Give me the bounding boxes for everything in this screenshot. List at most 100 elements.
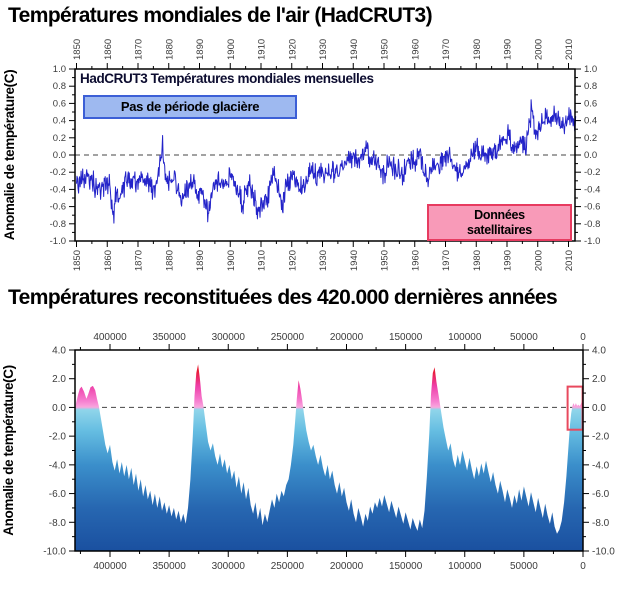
svg-text:0.8: 0.8 xyxy=(53,81,66,92)
svg-text:300000: 300000 xyxy=(212,332,246,343)
svg-text:350000: 350000 xyxy=(152,561,186,572)
svg-text:1.0: 1.0 xyxy=(53,64,66,75)
svg-text:1850: 1850 xyxy=(72,39,83,60)
svg-text:400000: 400000 xyxy=(93,561,127,572)
svg-text:-8.0: -8.0 xyxy=(49,518,67,529)
icecore-chart-svg: -10.0 -10.0 -8.0 -8.0 -6.0 -6.0 -4.0 -4.0 -2.0 -2… xyxy=(1,332,615,572)
svg-text:2010: 2010 xyxy=(564,39,575,60)
satellite-data-line2: satellitaires xyxy=(467,223,532,237)
svg-text:-2.0: -2.0 xyxy=(592,432,610,443)
svg-text:1910: 1910 xyxy=(257,39,268,60)
svg-text:200000: 200000 xyxy=(330,561,364,572)
svg-text:1890: 1890 xyxy=(195,39,206,60)
svg-text:1900: 1900 xyxy=(226,250,237,271)
svg-text:1990: 1990 xyxy=(503,39,514,60)
svg-text:1880: 1880 xyxy=(164,39,175,60)
svg-text:1890: 1890 xyxy=(195,250,206,271)
svg-text:1880: 1880 xyxy=(164,250,175,271)
svg-text:2010: 2010 xyxy=(564,250,575,271)
svg-text:300000: 300000 xyxy=(212,561,246,572)
svg-text:150000: 150000 xyxy=(389,332,423,343)
svg-text:-0.6: -0.6 xyxy=(584,202,600,213)
svg-text:1950: 1950 xyxy=(380,39,391,60)
svg-text:0.8: 0.8 xyxy=(584,81,597,92)
svg-text:1960: 1960 xyxy=(410,250,421,271)
svg-text:1870: 1870 xyxy=(134,250,145,271)
svg-text:150000: 150000 xyxy=(389,561,423,572)
svg-text:1930: 1930 xyxy=(318,39,329,60)
svg-text:100000: 100000 xyxy=(448,332,482,343)
hadcrut3-chart-svg: -1.0 -1.0 -0.8 -0.8 -0.6 -0.6 -0.4 -0.4 -0.2 -0.2… xyxy=(2,39,600,271)
icecore-chart-title: Températures reconstituées des 420.000 d… xyxy=(8,286,558,309)
svg-text:-0.2: -0.2 xyxy=(584,167,600,178)
svg-text:0.0: 0.0 xyxy=(52,403,66,414)
svg-text:1910: 1910 xyxy=(257,250,268,271)
svg-text:250000: 250000 xyxy=(271,332,305,343)
svg-text:350000: 350000 xyxy=(152,332,186,343)
hadcrut3-series-label: HadCRUT3 Températures mondiales mensuell… xyxy=(80,71,374,86)
svg-text:1950: 1950 xyxy=(380,250,391,271)
svg-text:0: 0 xyxy=(580,332,586,343)
svg-text:1960: 1960 xyxy=(410,39,421,60)
svg-text:2000: 2000 xyxy=(533,250,544,271)
svg-text:2.0: 2.0 xyxy=(52,374,66,385)
svg-text:2.0: 2.0 xyxy=(592,374,606,385)
svg-text:-6.0: -6.0 xyxy=(49,489,67,500)
svg-text:1850: 1850 xyxy=(72,250,83,271)
svg-text:1.0: 1.0 xyxy=(584,64,597,75)
svg-text:50000: 50000 xyxy=(510,332,538,343)
svg-text:-0.2: -0.2 xyxy=(50,167,66,178)
svg-text:1980: 1980 xyxy=(472,250,483,271)
svg-text:1860: 1860 xyxy=(103,39,114,60)
svg-text:1900: 1900 xyxy=(226,39,237,60)
satellite-data-line1: Données xyxy=(474,208,525,222)
svg-text:0.4: 0.4 xyxy=(584,116,597,127)
svg-text:-4.0: -4.0 xyxy=(592,460,610,471)
svg-text:250000: 250000 xyxy=(271,561,305,572)
svg-text:-0.8: -0.8 xyxy=(50,219,66,230)
svg-text:400000: 400000 xyxy=(93,332,127,343)
svg-text:0.6: 0.6 xyxy=(584,98,597,109)
svg-text:1930: 1930 xyxy=(318,250,329,271)
svg-text:-1.0: -1.0 xyxy=(50,236,66,247)
svg-text:4.0: 4.0 xyxy=(52,346,66,357)
svg-text:0.2: 0.2 xyxy=(584,133,597,144)
svg-text:-0.4: -0.4 xyxy=(50,184,66,195)
svg-text:-1.0: -1.0 xyxy=(584,236,600,247)
svg-text:1860: 1860 xyxy=(103,250,114,271)
svg-text:0.0: 0.0 xyxy=(592,403,606,414)
svg-text:-8.0: -8.0 xyxy=(592,518,610,529)
no-ice-age-annotation-box: Pas de période glacière xyxy=(83,95,297,119)
satellite-data-annotation-box: Données satellitaires xyxy=(427,204,572,241)
svg-text:100000: 100000 xyxy=(448,561,482,572)
svg-text:1920: 1920 xyxy=(287,250,298,271)
svg-text:-10.0: -10.0 xyxy=(592,547,615,558)
svg-text:-0.4: -0.4 xyxy=(584,184,600,195)
svg-text:1990: 1990 xyxy=(503,250,514,271)
hadcrut3-chart-title: Températures mondiales de l'air (HadCRUT… xyxy=(8,4,433,27)
svg-text:-10.0: -10.0 xyxy=(43,547,66,558)
svg-text:1970: 1970 xyxy=(441,39,452,60)
svg-text:-4.0: -4.0 xyxy=(49,460,67,471)
svg-text:Anomalie de température(C): Anomalie de température(C) xyxy=(1,365,16,535)
svg-text:0.6: 0.6 xyxy=(53,98,66,109)
svg-text:0.0: 0.0 xyxy=(584,150,597,161)
svg-text:200000: 200000 xyxy=(330,332,364,343)
svg-text:4.0: 4.0 xyxy=(592,346,606,357)
svg-text:1870: 1870 xyxy=(134,39,145,60)
svg-text:50000: 50000 xyxy=(510,561,538,572)
svg-text:1970: 1970 xyxy=(441,250,452,271)
svg-text:2000: 2000 xyxy=(533,39,544,60)
svg-text:1980: 1980 xyxy=(472,39,483,60)
svg-text:Anomalie de température(C): Anomalie de température(C) xyxy=(2,70,17,240)
svg-text:0.2: 0.2 xyxy=(53,133,66,144)
svg-text:0.0: 0.0 xyxy=(53,150,66,161)
svg-text:0.4: 0.4 xyxy=(53,116,66,127)
svg-text:-0.8: -0.8 xyxy=(584,219,600,230)
svg-text:1920: 1920 xyxy=(287,39,298,60)
svg-text:1940: 1940 xyxy=(349,250,360,271)
svg-text:-2.0: -2.0 xyxy=(49,432,67,443)
svg-text:1940: 1940 xyxy=(349,39,360,60)
svg-text:0: 0 xyxy=(580,561,586,572)
